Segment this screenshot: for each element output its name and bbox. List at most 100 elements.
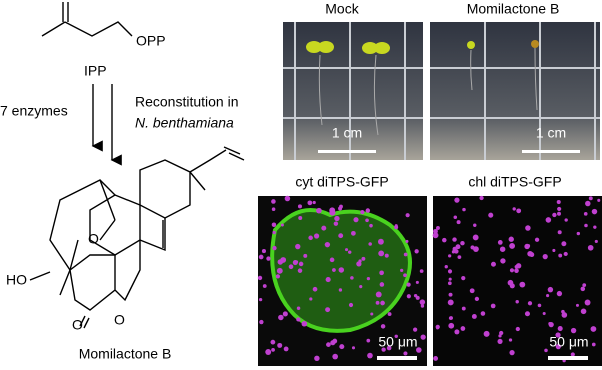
chloroplast — [360, 210, 365, 215]
panel-title: cyt diTPS-GFP — [295, 174, 388, 190]
chloroplast — [461, 306, 466, 311]
chloroplast — [313, 233, 320, 239]
chloroplast — [312, 286, 318, 292]
chloroplast — [405, 239, 409, 243]
chloroplast — [582, 283, 587, 287]
chloroplast — [271, 207, 276, 211]
chloroplast — [329, 207, 336, 214]
chloroplast — [368, 242, 372, 246]
chloroplast — [378, 250, 385, 257]
chloroplast — [448, 254, 452, 258]
chloroplast — [308, 235, 313, 241]
chloroplast — [519, 281, 526, 288]
chloroplast — [455, 244, 461, 250]
panel-title: Mock — [325, 1, 359, 17]
chloroplast — [471, 314, 477, 319]
chloroplast — [332, 268, 336, 272]
chloroplast — [454, 329, 460, 335]
chloroplast — [447, 299, 454, 306]
chloroplast — [419, 299, 426, 305]
chloroplast — [542, 253, 548, 260]
chloroplast — [415, 280, 419, 284]
chloroplast — [448, 292, 453, 297]
momilactone-structure — [29, 146, 245, 329]
chloroplast — [557, 206, 562, 212]
seedlings — [306, 40, 539, 136]
chloroplast — [297, 268, 303, 273]
chloroplast — [375, 291, 382, 298]
chloroplast — [448, 277, 452, 281]
chloroplast — [370, 312, 374, 316]
scale-bar — [522, 150, 580, 153]
chloroplast — [348, 302, 354, 308]
chloroplast — [509, 283, 515, 289]
chloroplast — [542, 312, 546, 316]
chloroplast — [524, 311, 530, 317]
chloroplast — [584, 299, 591, 306]
chloroplast — [359, 285, 363, 289]
chloroplasts — [257, 195, 601, 363]
chloroplast — [515, 263, 522, 269]
chloroplast — [413, 293, 418, 298]
chloroplast — [272, 245, 277, 251]
chloroplast — [283, 346, 289, 352]
chloroplast — [454, 197, 460, 203]
chloroplast — [367, 352, 373, 359]
chloroplast — [413, 327, 418, 332]
chloroplast — [334, 215, 340, 222]
chloroplast — [460, 240, 465, 246]
chloroplast — [261, 249, 266, 254]
chloroplast — [594, 239, 598, 243]
chloroplast — [329, 257, 335, 263]
substrate-label: IPP — [84, 63, 107, 79]
chloroplast — [461, 276, 466, 281]
chloroplast — [369, 223, 373, 228]
chloroplast — [546, 294, 550, 298]
chloroplast — [499, 246, 506, 252]
chloroplast — [561, 241, 567, 247]
chloroplast — [557, 211, 561, 216]
chloroplast — [333, 221, 339, 226]
chloroplast — [452, 246, 457, 252]
chloroplast — [480, 311, 486, 316]
chloroplast — [552, 248, 556, 253]
chloroplast — [406, 282, 411, 287]
chloroplast — [272, 230, 276, 235]
chloroplast — [575, 303, 579, 307]
chloroplast — [301, 320, 308, 327]
chloroplast — [556, 290, 563, 297]
chloroplast — [462, 207, 466, 212]
chloroplast — [512, 207, 516, 211]
chloroplast — [282, 311, 288, 317]
chloroplast — [509, 268, 515, 273]
chloroplast — [591, 208, 598, 215]
chloroplast — [588, 196, 593, 201]
chloroplast — [473, 246, 479, 252]
chloroplast — [377, 238, 384, 245]
chloroplast — [593, 225, 597, 229]
chloroplast — [552, 212, 557, 218]
scale-label: 1 cm — [536, 125, 566, 141]
chloroplast — [380, 324, 386, 329]
plate-grid — [283, 22, 600, 160]
plate-photo — [283, 22, 423, 160]
chloroplast — [288, 264, 294, 270]
chloroplast — [347, 250, 352, 254]
chloroplast — [508, 236, 514, 242]
chloroplast — [278, 314, 284, 321]
chloroplast — [324, 241, 331, 248]
chloroplast — [298, 261, 304, 267]
chloroplast — [515, 326, 520, 332]
chloroplast — [547, 286, 554, 293]
chloroplast — [339, 344, 345, 350]
chloroplast — [490, 303, 496, 309]
chloroplast — [555, 344, 561, 350]
plate-photo — [430, 22, 600, 160]
chloroplast — [591, 342, 596, 347]
chloroplast — [516, 208, 522, 214]
chloroplast — [457, 255, 462, 259]
chloroplast — [358, 259, 362, 263]
chloroplast — [570, 352, 575, 357]
chloroplast — [570, 327, 577, 334]
